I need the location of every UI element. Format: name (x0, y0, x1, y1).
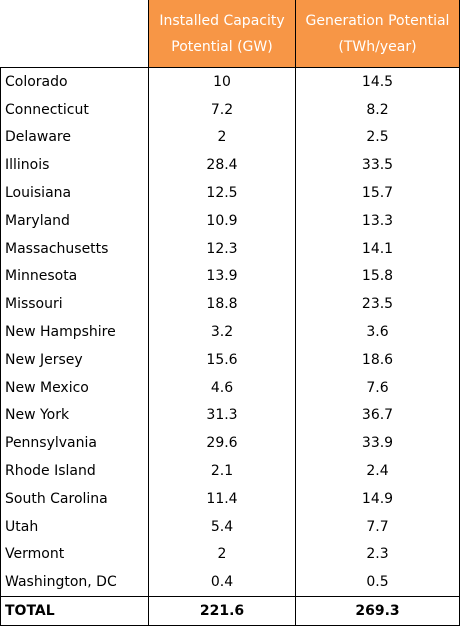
cell-value: 29.6 (148, 429, 296, 458)
cell-value: 7.7 (295, 512, 460, 541)
table-body: Colorado 10 14.5 Connecticut 7.2 8.2 Delaware 2… (0, 66, 460, 627)
cell-value: 8.2 (295, 95, 460, 124)
cell-value: 269.3 (295, 596, 460, 627)
cell-value: 18.8 (148, 290, 296, 319)
row-label: Delaware (0, 123, 149, 152)
table-row: New Hampshire 3.2 3.6 (0, 318, 460, 346)
cell-value: 2.5 (295, 123, 460, 152)
cell-value: 10.9 (148, 206, 296, 235)
row-label: Illinois (0, 151, 149, 180)
row-label: New Hampshire (0, 318, 149, 346)
table-row: Delaware 2 2.5 (0, 123, 460, 152)
row-label: Connecticut (0, 95, 149, 124)
table-row: Utah 5.4 7.7 (0, 512, 460, 541)
row-label: South Carolina (0, 484, 149, 513)
cell-value: 14.5 (295, 66, 460, 96)
cell-value: 221.6 (148, 596, 296, 627)
cell-value: 7.2 (148, 95, 296, 124)
cell-value: 13.3 (295, 206, 460, 235)
cell-value: 14.9 (295, 484, 460, 513)
table-row: Connecticut 7.2 8.2 (0, 95, 460, 124)
table-row: Vermont 2 2.3 (0, 540, 460, 569)
cell-value: 3.2 (148, 318, 296, 346)
cell-value: 14.1 (295, 234, 460, 263)
cell-value: 12.5 (148, 179, 296, 207)
row-label: Pennsylvania (0, 429, 149, 458)
row-label: Colorado (0, 66, 149, 96)
table-row: New Jersey 15.6 18.6 (0, 345, 460, 374)
table-row: Pennsylvania 29.6 33.9 (0, 429, 460, 458)
cell-value: 2 (148, 540, 296, 569)
row-label: Vermont (0, 540, 149, 569)
column-header: Generation Potential (TWh/year) (295, 0, 460, 68)
cell-value: 2 (148, 123, 296, 152)
cell-value: 5.4 (148, 512, 296, 541)
table-row: Maryland 10.9 13.3 (0, 206, 460, 235)
total-row: TOTAL 221.6 269.3 (0, 596, 460, 627)
cell-value: 2.1 (148, 457, 296, 485)
cell-value: 15.7 (295, 179, 460, 207)
table-row: Minnesota 13.9 15.8 (0, 262, 460, 291)
row-label: Washington, DC (0, 568, 149, 597)
cell-value: 4.6 (148, 373, 296, 402)
table-row: Colorado 10 14.5 (0, 66, 460, 96)
table-row: Missouri 18.8 23.5 (0, 290, 460, 319)
cell-value: 13.9 (148, 262, 296, 291)
row-label: TOTAL (0, 596, 149, 627)
cell-value: 36.7 (295, 401, 460, 430)
table-row: Illinois 28.4 33.5 (0, 151, 460, 180)
cell-value: 3.6 (295, 318, 460, 346)
table-row: Washington, DC 0.4 0.5 (0, 568, 460, 597)
row-label: Rhode Island (0, 457, 149, 485)
row-label: Missouri (0, 290, 149, 319)
table-row: New York 31.3 36.7 (0, 401, 460, 430)
cell-value: 2.3 (295, 540, 460, 569)
row-label: New Mexico (0, 373, 149, 402)
cell-value: 18.6 (295, 345, 460, 374)
column-header: Installed Capacity Potential (GW) (148, 0, 296, 68)
row-label: Louisiana (0, 179, 149, 207)
blank-header (0, 0, 149, 68)
cell-value: 15.6 (148, 345, 296, 374)
table-row: South Carolina 11.4 14.9 (0, 484, 460, 513)
cell-value: 33.5 (295, 151, 460, 180)
table-row: Rhode Island 2.1 2.4 (0, 457, 460, 485)
table-row: Massachusetts 12.3 14.1 (0, 234, 460, 263)
table-row: New Mexico 4.6 7.6 (0, 373, 460, 402)
cell-value: 10 (148, 66, 296, 96)
row-label: Minnesota (0, 262, 149, 291)
row-label: New Jersey (0, 345, 149, 374)
row-label: New York (0, 401, 149, 430)
cell-value: 23.5 (295, 290, 460, 319)
cell-value: 0.5 (295, 568, 460, 597)
row-label: Utah (0, 512, 149, 541)
cell-value: 11.4 (148, 484, 296, 513)
cell-value: 31.3 (148, 401, 296, 430)
cell-value: 15.8 (295, 262, 460, 291)
row-label: Massachusetts (0, 234, 149, 263)
cell-value: 28.4 (148, 151, 296, 180)
cell-value: 0.4 (148, 568, 296, 597)
row-label: Maryland (0, 206, 149, 235)
cell-value: 33.9 (295, 429, 460, 458)
table-row: Louisiana 12.5 15.7 (0, 179, 460, 207)
header-row: Installed Capacity Potential (GW) Genera… (0, 0, 460, 68)
cell-value: 2.4 (295, 457, 460, 485)
cell-value: 7.6 (295, 373, 460, 402)
cell-value: 12.3 (148, 234, 296, 263)
